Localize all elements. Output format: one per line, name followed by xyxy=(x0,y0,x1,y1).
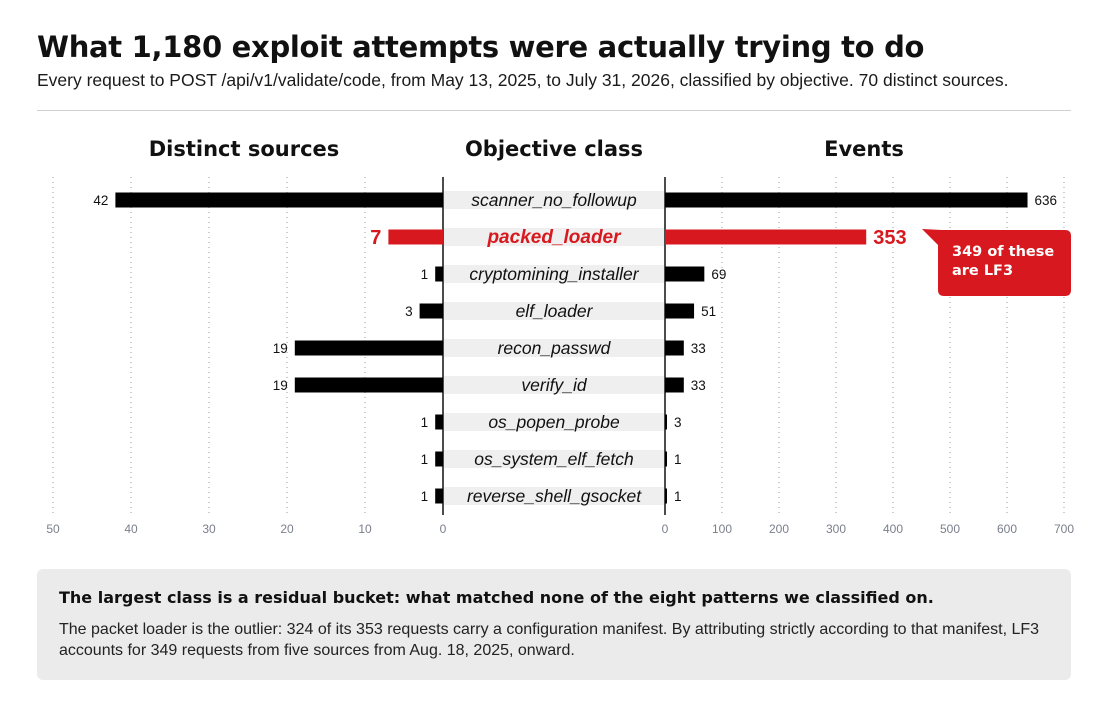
header-divider xyxy=(37,110,1071,111)
value-label-events-os_system_elf_fetch: 1 xyxy=(674,452,682,467)
bar-events-os_popen_probe xyxy=(665,414,667,430)
category-band xyxy=(444,376,664,394)
bar-sources-os_popen_probe xyxy=(435,414,443,430)
value-label-events-os_popen_probe: 3 xyxy=(674,415,682,430)
value-label-events-cryptomining_installer: 69 xyxy=(711,267,726,282)
tick-label-right: 300 xyxy=(826,522,846,536)
tick-label-right: 0 xyxy=(662,522,669,536)
bar-events-packed_loader xyxy=(665,229,867,245)
bar-sources-packed_loader xyxy=(388,229,443,245)
bar-events-verify_id xyxy=(665,377,684,393)
tick-label-right: 500 xyxy=(940,522,960,536)
bar-events-reverse_shell_gsocket xyxy=(665,488,667,504)
category-band xyxy=(444,487,664,505)
bar-events-elf_loader xyxy=(665,303,695,319)
category-band xyxy=(444,265,664,283)
tick-label-left: 20 xyxy=(280,522,294,536)
tick-label-left: 10 xyxy=(358,522,372,536)
header-events: Events xyxy=(824,137,904,161)
butterfly-bar-chart: Distinct sources Objective class Events 50 4… xyxy=(46,137,1074,536)
value-label-sources-recon_passwd: 19 xyxy=(273,341,288,356)
category-band xyxy=(444,413,664,431)
tick-label-left: 30 xyxy=(202,522,216,536)
category-band xyxy=(444,302,664,320)
category-label-packed_loader: packed_loader xyxy=(486,227,622,248)
tick-label-right: 400 xyxy=(883,522,903,536)
tick-label-right: 100 xyxy=(712,522,732,536)
category-label-reverse_shell_gsocket: reverse_shell_gsocket xyxy=(467,486,642,506)
chart-title: What 1,180 exploit attempts were actuall… xyxy=(37,30,925,64)
value-label-events-packed_loader: 353 xyxy=(873,227,906,249)
value-label-events-recon_passwd: 33 xyxy=(691,341,706,356)
value-label-sources-os_popen_probe: 1 xyxy=(421,415,429,430)
note-heading: The largest class is a residual bucket: … xyxy=(59,588,934,607)
category-label-elf_loader: elf_loader xyxy=(516,301,594,321)
summary-note: The largest class is a residual bucket: … xyxy=(37,569,1071,680)
bar-sources-cryptomining_installer xyxy=(435,266,443,282)
bar-sources-scanner_no_followup xyxy=(115,192,444,208)
tick-label-right: 700 xyxy=(1054,522,1074,536)
category-band xyxy=(444,228,664,246)
bar-events-cryptomining_installer xyxy=(665,266,705,282)
category-label-os_system_elf_fetch: os_system_elf_fetch xyxy=(474,449,634,469)
note-body: The packet loader is the outlier: 324 of… xyxy=(59,621,1040,659)
header-distinct-sources: Distinct sources xyxy=(149,137,340,161)
value-label-events-scanner_no_followup: 636 xyxy=(1035,193,1058,208)
chart-subtitle: Every request to POST /api/v1/validate/c… xyxy=(37,70,1009,90)
category-band xyxy=(444,450,664,468)
annotation-text-line: are LF3 xyxy=(952,263,1013,279)
bar-sources-reverse_shell_gsocket xyxy=(435,488,443,504)
category-label-recon_passwd: recon_passwd xyxy=(498,338,612,358)
category-label-os_popen_probe: os_popen_probe xyxy=(488,412,620,432)
value-label-events-elf_loader: 51 xyxy=(701,304,716,319)
annotation-text-line: 349 of these xyxy=(952,244,1054,260)
annotation-callout xyxy=(922,229,1071,296)
value-label-events-reverse_shell_gsocket: 1 xyxy=(674,489,682,504)
bar-sources-elf_loader xyxy=(419,303,443,319)
category-band xyxy=(444,339,664,357)
header-objective-class: Objective class xyxy=(465,137,643,161)
value-label-sources-scanner_no_followup: 42 xyxy=(93,193,108,208)
category-label-scanner_no_followup: scanner_no_followup xyxy=(471,190,637,210)
value-label-events-verify_id: 33 xyxy=(691,378,706,393)
tick-label-left: 50 xyxy=(46,522,60,536)
tick-label-right: 200 xyxy=(769,522,789,536)
bar-sources-verify_id xyxy=(294,377,443,393)
category-label-verify_id: verify_id xyxy=(521,375,587,395)
value-label-sources-packed_loader: 7 xyxy=(370,227,381,249)
tick-label-left: 0 xyxy=(440,522,447,536)
value-label-sources-verify_id: 19 xyxy=(273,378,288,393)
category-label-cryptomining_installer: cryptomining_installer xyxy=(469,264,639,284)
value-label-sources-cryptomining_installer: 1 xyxy=(421,267,429,282)
bar-events-scanner_no_followup xyxy=(665,192,1028,208)
bar-sources-recon_passwd xyxy=(294,340,443,356)
bar-sources-os_system_elf_fetch xyxy=(435,451,443,467)
tick-label-right: 600 xyxy=(997,522,1017,536)
value-label-sources-elf_loader: 3 xyxy=(405,304,413,319)
tick-label-left: 40 xyxy=(124,522,138,536)
value-label-sources-os_system_elf_fetch: 1 xyxy=(421,452,429,467)
category-band xyxy=(444,191,664,209)
value-label-sources-reverse_shell_gsocket: 1 xyxy=(421,489,429,504)
bar-events-os_system_elf_fetch xyxy=(665,451,667,467)
bar-events-recon_passwd xyxy=(665,340,684,356)
